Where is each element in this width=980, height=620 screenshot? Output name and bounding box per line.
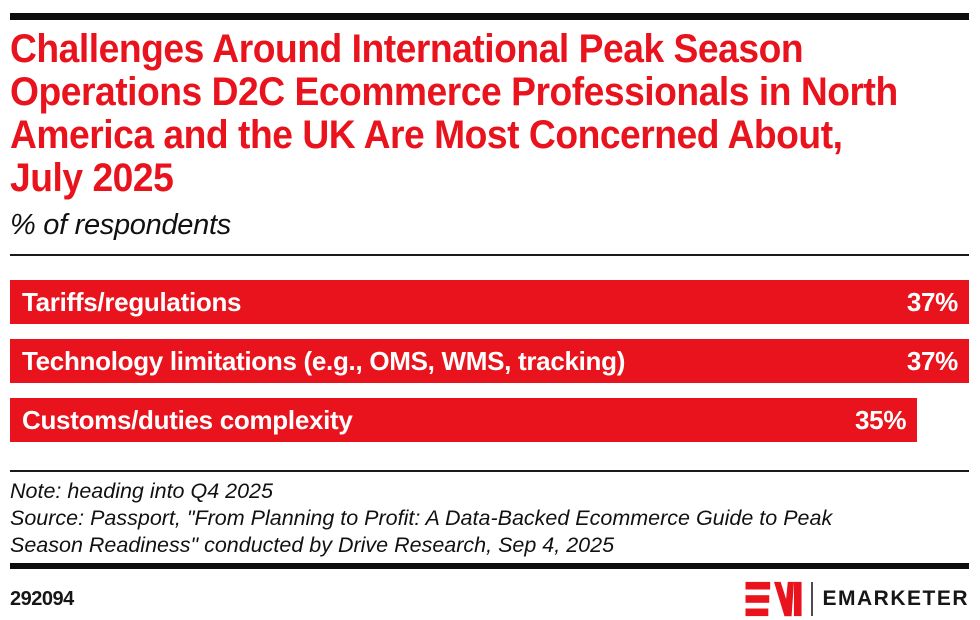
bar-value: 35% bbox=[855, 404, 907, 435]
chart-title-line: Operations D2C Ecommerce Professionals i… bbox=[10, 70, 898, 114]
note-divider bbox=[10, 470, 969, 472]
bar-label: Tariffs/regulations bbox=[22, 286, 242, 317]
chart-page: Challenges Around International Peak Sea… bbox=[0, 13, 980, 620]
notes-block: Note: heading into Q4 2025 Source: Passp… bbox=[10, 478, 969, 559]
footer: 292094 EMARKETER bbox=[10, 580, 969, 618]
bar-row: Tariffs/regulations 37% bbox=[10, 280, 969, 324]
bar-value: 37% bbox=[906, 345, 958, 376]
bar-row: Technology limitations (e.g., OMS, WMS, … bbox=[10, 339, 969, 383]
emarketer-logo: EMARKETER bbox=[745, 580, 969, 618]
bar-label: Customs/duties complexity bbox=[22, 404, 353, 435]
bar-row: Customs/duties complexity 35% bbox=[10, 398, 918, 442]
header-divider bbox=[10, 254, 969, 256]
logo-divider bbox=[811, 582, 814, 616]
bottom-divider bbox=[10, 563, 969, 569]
chart-id: 292094 bbox=[10, 587, 74, 610]
bar-value: 37% bbox=[906, 286, 958, 317]
chart-subtitle: % of respondents bbox=[10, 209, 231, 241]
emarketer-logo-icon bbox=[745, 581, 803, 617]
note-text: Note: heading into Q4 2025 bbox=[10, 479, 273, 503]
bar-label: Technology limitations (e.g., OMS, WMS, … bbox=[22, 345, 626, 376]
chart-title-line: America and the UK Are Most Concerned Ab… bbox=[10, 113, 843, 157]
source-text-line: Season Readiness" conducted by Drive Res… bbox=[10, 533, 615, 557]
brand-wordmark: EMARKETER bbox=[822, 587, 969, 610]
chart-title-line: Challenges Around International Peak Sea… bbox=[10, 27, 804, 71]
chart-title: Challenges Around International Peak Sea… bbox=[10, 28, 902, 200]
source-text-line: Source: Passport, "From Planning to Prof… bbox=[10, 506, 833, 530]
top-divider bbox=[10, 13, 969, 20]
chart-title-line: July 2025 bbox=[10, 156, 174, 200]
bar-chart: Tariffs/regulations 37% Technology limitat… bbox=[10, 280, 969, 442]
